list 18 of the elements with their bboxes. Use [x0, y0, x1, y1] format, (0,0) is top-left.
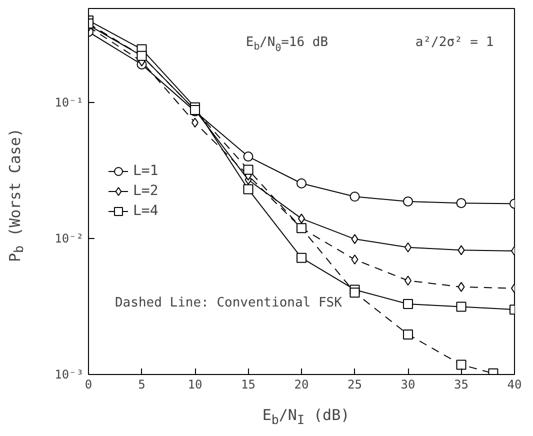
x-tick-label: 30	[400, 378, 416, 392]
legend-label: L=2	[133, 183, 158, 199]
x-tick-label: 0	[84, 378, 92, 392]
legend-label: L=4	[133, 203, 158, 219]
y-tick-label: 10⁻²	[54, 231, 84, 246]
y-tick-label: 10⁻¹	[54, 95, 84, 110]
x-axis-title: E$_{b}$/N$_{I}$ (dB)	[262, 405, 350, 429]
x-tick-label: 15	[241, 378, 256, 392]
x-tick-label: 10	[188, 378, 202, 392]
annotation: Dashed Line: Conventional FSK	[114, 296, 342, 311]
x-tick-label: 25	[348, 378, 362, 392]
x-tick-label: 5	[138, 378, 146, 392]
x-tick-label: 35	[454, 378, 468, 392]
y-tick-label: 10⁻³	[54, 368, 84, 382]
legend-label: L=1	[133, 163, 158, 179]
x-tick-label: 20	[294, 378, 309, 392]
annotation: a²/2σ² = 1	[415, 34, 494, 50]
x-tick-label: 40	[507, 378, 522, 392]
